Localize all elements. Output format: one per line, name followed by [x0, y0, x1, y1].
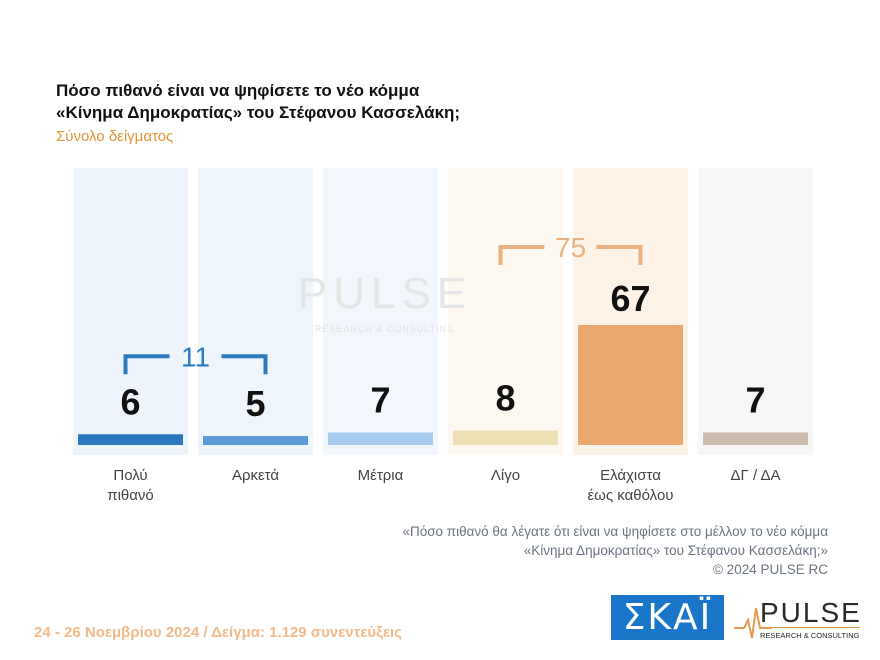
group-bracket-left — [123, 354, 170, 375]
bar-value-label: 5 — [245, 383, 265, 424]
column-background — [323, 168, 438, 455]
bar-value-label: 7 — [745, 379, 765, 420]
note-line-3: © 2024 PULSE RC — [712, 562, 828, 577]
bar-value-label: 7 — [370, 379, 390, 420]
category-label: ΔΓ / ΔΑ — [731, 467, 781, 484]
watermark-brand: PULSE — [298, 269, 472, 318]
bar-value-label: 67 — [610, 278, 650, 319]
watermark-tagline: RESEARCH & CONSULTING — [315, 324, 455, 334]
category-label: Αρκετά — [232, 467, 279, 484]
note-line-1: «Πόσο πιθανό θα λέγατε ότι είναι να ψηφί… — [402, 524, 828, 539]
bar — [78, 434, 183, 445]
pulse-logo-text: PULSE — [760, 597, 862, 628]
category-label: Μέτρια — [358, 467, 404, 484]
chart-title: Πόσο πιθανό είναι να ψηφίσετε το νέο κόμ… — [56, 80, 460, 124]
column-background — [448, 168, 563, 455]
category-label: Πολύ — [113, 467, 147, 484]
group-total-label: 75 — [555, 232, 586, 263]
column-background — [73, 168, 188, 455]
pulse-logo-tagline: RESEARCH & CONSULTING — [760, 631, 860, 640]
category-label: πιθανό — [107, 487, 154, 504]
bar — [203, 436, 308, 445]
skai-logo: ΣΚΑΪ — [611, 595, 724, 640]
bar-chart: PULSE RESEARCH & CONSULTING 6 Πολύ πιθανό 5 Αρ… — [73, 168, 813, 504]
bar-value-label: 6 — [120, 381, 140, 422]
title-line-2: «Κίνημα Δημοκρατίας» του Στέφανου Κασσελ… — [56, 103, 461, 122]
bar — [328, 432, 433, 445]
group-total-label: 11 — [181, 341, 210, 372]
question-note: «Πόσο πιθανό θα λέγατε ότι είναι να ψηφί… — [402, 522, 828, 579]
title-line-1: Πόσο πιθανό είναι να ψηφίσετε το νέο κόμ… — [56, 81, 420, 100]
survey-date-sample: 24 - 26 Νοεμβρίου 2024 / Δείγμα: 1.129 σ… — [34, 624, 402, 641]
group-bracket-left — [498, 245, 545, 265]
pulse-logo: PULSE RESEARCH & CONSULTING — [734, 597, 862, 640]
note-line-2: «Κίνημα Δημοκρατίας» του Στέφανου Κασσελ… — [523, 543, 828, 558]
column-background — [698, 168, 813, 455]
bar — [703, 432, 808, 445]
category-label: έως καθόλου — [587, 487, 673, 504]
group-bracket-right — [596, 245, 643, 265]
bar — [578, 325, 683, 445]
group-bracket-right — [221, 354, 268, 375]
chart-subtitle: Σύνολο δείγματος — [56, 128, 174, 145]
column-background — [198, 168, 313, 455]
bar — [453, 430, 558, 445]
bar-value-label: 8 — [495, 378, 515, 419]
category-label: Λίγο — [491, 467, 520, 484]
category-label: Ελάχιστα — [600, 467, 661, 484]
